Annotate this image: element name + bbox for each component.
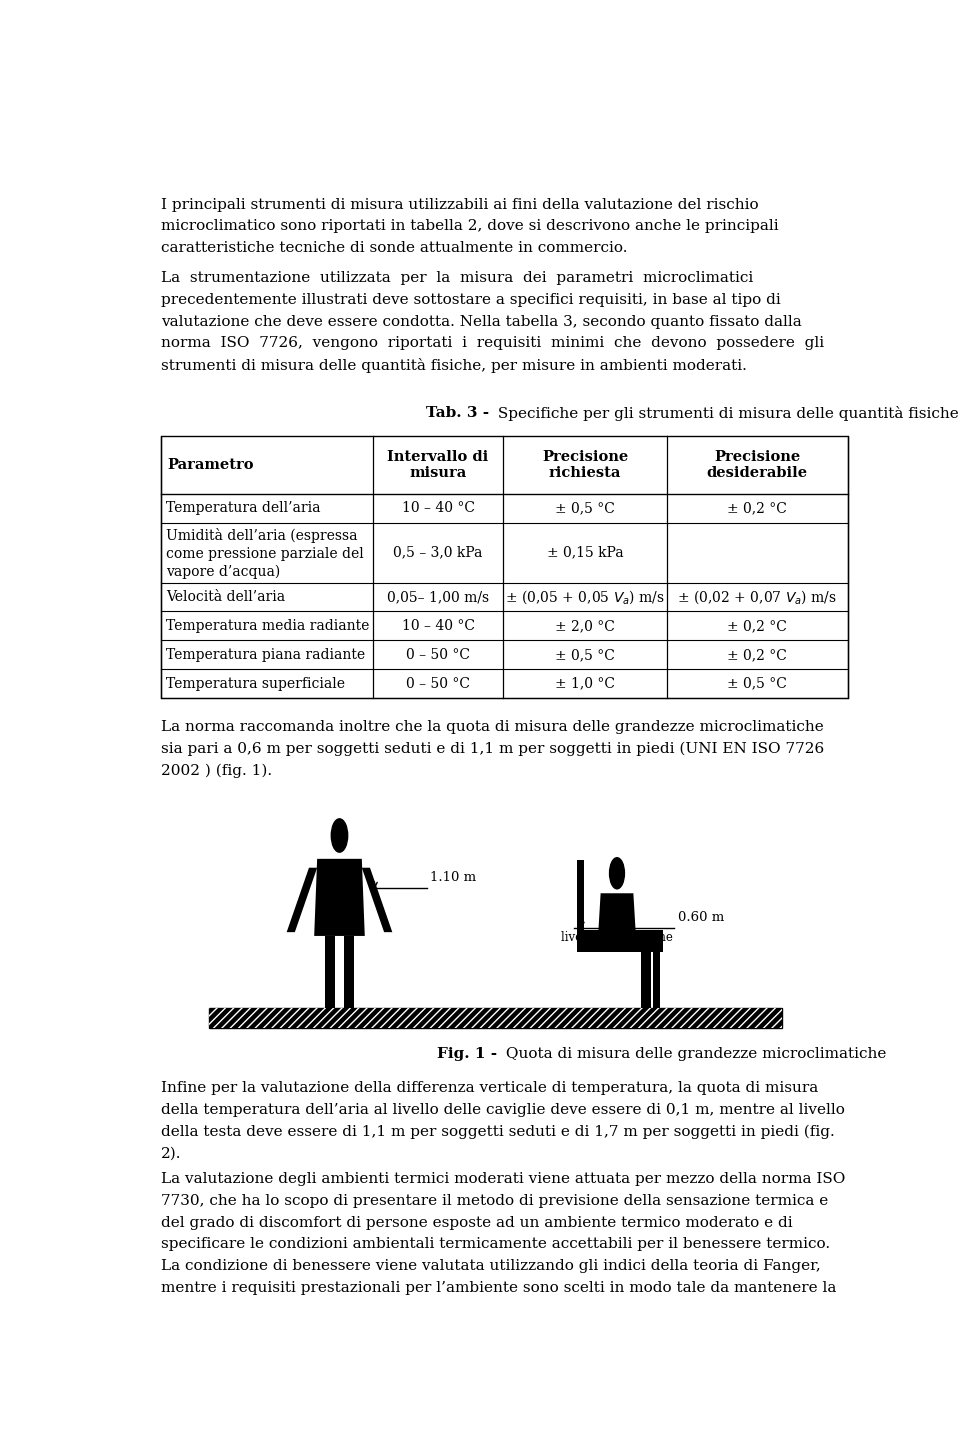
Text: 0,5 – 3,0 kPa: 0,5 – 3,0 kPa — [394, 545, 483, 560]
Text: Infine per la valutazione della differenza verticale di temperatura, la quota di: Infine per la valutazione della differen… — [161, 1081, 818, 1095]
Text: ± 0,5 °C: ± 0,5 °C — [555, 648, 615, 662]
Text: livello dell'addome: livello dell'addome — [561, 931, 673, 944]
Text: ± 0,15 kPa: ± 0,15 kPa — [546, 545, 623, 560]
Text: 2002 ) (fig. 1).: 2002 ) (fig. 1). — [161, 763, 272, 778]
Text: 2).: 2). — [161, 1146, 181, 1160]
Polygon shape — [577, 929, 663, 952]
Text: ± 0,2 °C: ± 0,2 °C — [728, 648, 787, 662]
Text: ± 0,2 °C: ± 0,2 °C — [728, 501, 787, 515]
Polygon shape — [287, 867, 317, 932]
Text: del grado di discomfort di persone esposte ad un ambiente termico moderato e di: del grado di discomfort di persone espos… — [161, 1215, 793, 1229]
Text: microclimatico sono riportati in tabella 2, dove si descrivono anche le principa: microclimatico sono riportati in tabella… — [161, 219, 779, 234]
Text: ± 0,5 °C: ± 0,5 °C — [728, 677, 787, 691]
Polygon shape — [314, 859, 365, 937]
Text: La valutazione degli ambienti termici moderati viene attuata per mezzo della nor: La valutazione degli ambienti termici mo… — [161, 1172, 846, 1186]
Polygon shape — [598, 893, 636, 944]
Text: ± 0,2 °C: ± 0,2 °C — [728, 619, 787, 633]
Text: 0.60 m: 0.60 m — [678, 912, 724, 925]
Polygon shape — [595, 932, 661, 949]
Text: ± 2,0 °C: ± 2,0 °C — [555, 619, 615, 633]
Text: 10 – 40 °C: 10 – 40 °C — [401, 501, 474, 515]
Polygon shape — [344, 937, 354, 1007]
Text: strumenti di misura delle quantità fisiche, per misure in ambienti moderati.: strumenti di misura delle quantità fisic… — [161, 358, 747, 372]
Text: 1.10 m: 1.10 m — [430, 872, 476, 885]
Text: Temperatura superficiale: Temperatura superficiale — [166, 677, 346, 691]
Text: 7730, che ha lo scopo di presentare il metodo di previsione della sensazione ter: 7730, che ha lo scopo di presentare il m… — [161, 1193, 828, 1208]
Text: sia pari a 0,6 m per soggetti seduti e di 1,1 m per soggetti in piedi (UNI EN IS: sia pari a 0,6 m per soggetti seduti e d… — [161, 742, 825, 756]
Text: Parametro: Parametro — [167, 457, 253, 472]
Text: Velocità dell’aria: Velocità dell’aria — [166, 590, 285, 605]
Text: ± (0,02 + 0,07 $V_a$) m/s: ± (0,02 + 0,07 $V_a$) m/s — [677, 589, 837, 606]
Text: norma  ISO  7726,  vengono  riportati  i  requisiti  minimi  che  devono  possed: norma ISO 7726, vengono riportati i requ… — [161, 336, 824, 351]
Polygon shape — [324, 937, 335, 1007]
Text: Temperatura media radiante: Temperatura media radiante — [166, 619, 370, 633]
Text: 10 – 40 °C: 10 – 40 °C — [401, 619, 474, 633]
Text: Tab. 3 -: Tab. 3 - — [426, 405, 490, 420]
Text: I principali strumenti di misura utilizzabili ai fini della valutazione del risc: I principali strumenti di misura utilizz… — [161, 198, 758, 212]
Text: della testa deve essere di 1,1 m per soggetti seduti e di 1,7 m per soggetti in : della testa deve essere di 1,1 m per sog… — [161, 1124, 834, 1139]
Text: specificare le condizioni ambientali termicamente accettabili per il benessere t: specificare le condizioni ambientali ter… — [161, 1237, 830, 1251]
Polygon shape — [362, 867, 393, 932]
Text: Quota di misura delle grandezze microclimatiche: Quota di misura delle grandezze microcli… — [500, 1046, 886, 1061]
Polygon shape — [653, 952, 660, 1007]
Text: come pressione parziale del: come pressione parziale del — [166, 547, 364, 560]
Text: 0 – 50 °C: 0 – 50 °C — [406, 648, 470, 662]
Text: ± (0,05 + 0,05 $V_a$) m/s: ± (0,05 + 0,05 $V_a$) m/s — [505, 589, 665, 606]
Text: Precisione
richiesta: Precisione richiesta — [541, 450, 628, 481]
Text: ± 0,5 °C: ± 0,5 °C — [555, 501, 615, 515]
Polygon shape — [577, 860, 585, 952]
Text: La  strumentazione  utilizzata  per  la  misura  dei  parametri  microclimatici: La strumentazione utilizzata per la misu… — [161, 271, 754, 286]
Text: Precisione
desiderabile: Precisione desiderabile — [707, 450, 807, 481]
Text: della temperatura dell’aria al livello delle caviglie deve essere di 0,1 m, ment: della temperatura dell’aria al livello d… — [161, 1102, 845, 1117]
Text: valutazione che deve essere condotta. Nella tabella 3, secondo quanto fissato da: valutazione che deve essere condotta. Ne… — [161, 315, 802, 329]
Text: 0 – 50 °C: 0 – 50 °C — [406, 677, 470, 691]
Bar — [209, 1007, 782, 1027]
Text: Umidità dell’aria (espressa: Umidità dell’aria (espressa — [166, 528, 358, 543]
Text: 0,05– 1,00 m/s: 0,05– 1,00 m/s — [387, 590, 490, 605]
Text: Fig. 1 -: Fig. 1 - — [437, 1046, 497, 1061]
Ellipse shape — [610, 857, 624, 889]
Bar — [209, 1007, 782, 1027]
Text: Specifiche per gli strumenti di misura delle quantità fisiche: Specifiche per gli strumenti di misura d… — [493, 405, 959, 420]
Text: Intervallo di
misura: Intervallo di misura — [388, 450, 489, 481]
Ellipse shape — [331, 818, 348, 853]
Polygon shape — [641, 949, 651, 1007]
Text: mentre i requisiti prestazionali per l’ambiente sono scelti in modo tale da mant: mentre i requisiti prestazionali per l’a… — [161, 1280, 836, 1294]
Text: caratteristiche tecniche di sonde attualmente in commercio.: caratteristiche tecniche di sonde attual… — [161, 241, 628, 255]
Text: ± 1,0 °C: ± 1,0 °C — [555, 677, 615, 691]
Text: vapore d’acqua): vapore d’acqua) — [166, 566, 280, 580]
Text: Temperatura dell’aria: Temperatura dell’aria — [166, 501, 321, 515]
Text: precedentemente illustrati deve sottostare a specifici requisiti, in base al tip: precedentemente illustrati deve sottosta… — [161, 293, 780, 307]
Text: La norma raccomanda inoltre che la quota di misura delle grandezze microclimatic: La norma raccomanda inoltre che la quota… — [161, 720, 824, 734]
Bar — [161, 436, 848, 698]
Text: La condizione di benessere viene valutata utilizzando gli indici della teoria di: La condizione di benessere viene valutat… — [161, 1258, 821, 1273]
Text: Temperatura piana radiante: Temperatura piana radiante — [166, 648, 365, 662]
